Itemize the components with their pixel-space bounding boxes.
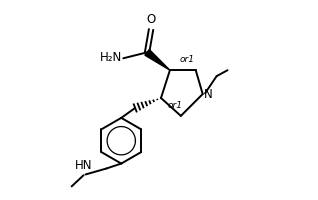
Text: N: N <box>204 88 212 101</box>
Text: or1: or1 <box>168 101 183 110</box>
Text: O: O <box>146 13 156 26</box>
Polygon shape <box>145 50 170 70</box>
Text: H₂N: H₂N <box>100 51 122 64</box>
Text: HN: HN <box>75 159 93 172</box>
Text: or1: or1 <box>180 55 195 64</box>
